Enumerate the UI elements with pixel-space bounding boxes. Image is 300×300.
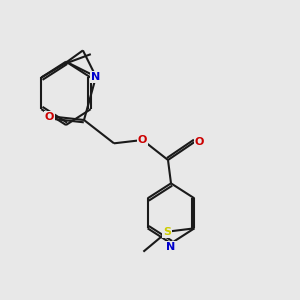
Text: N: N [92,72,100,82]
Text: O: O [45,112,54,122]
Text: O: O [195,137,204,147]
Text: S: S [164,227,171,237]
Text: O: O [138,135,147,145]
Text: N: N [167,242,176,252]
